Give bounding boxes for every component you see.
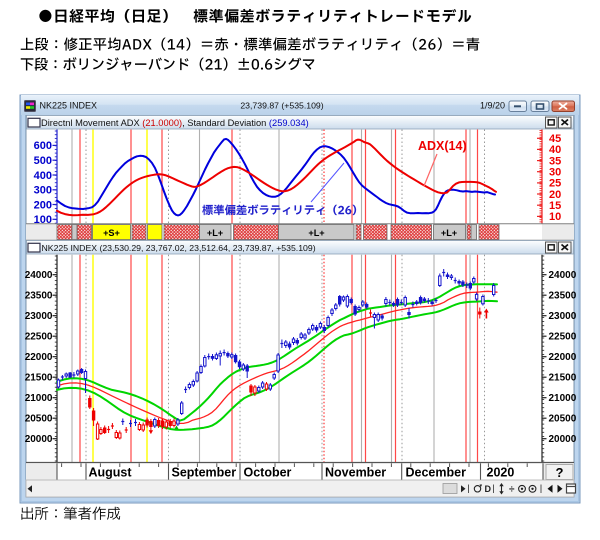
svg-text:22000: 22000 <box>25 352 53 363</box>
svg-text:10: 10 <box>549 211 561 223</box>
svg-text:1/9/20: 1/9/20 <box>480 101 505 111</box>
svg-text:+S+: +S+ <box>103 228 120 238</box>
svg-text:30: 30 <box>549 167 561 179</box>
svg-text:400: 400 <box>34 170 52 182</box>
svg-text:ADX(14): ADX(14) <box>418 139 467 153</box>
svg-text:23500: 23500 <box>25 291 53 302</box>
svg-text:23000: 23000 <box>549 311 577 322</box>
svg-text:40: 40 <box>549 144 561 156</box>
svg-text:20500: 20500 <box>25 414 53 425</box>
svg-text:600: 600 <box>34 140 52 152</box>
svg-text:20000: 20000 <box>549 434 577 445</box>
svg-text:December: December <box>406 466 467 480</box>
svg-text:NK225 INDEX: NK225 INDEX <box>40 101 98 111</box>
svg-text:24000: 24000 <box>549 270 577 281</box>
svg-text:500: 500 <box>34 155 52 167</box>
svg-text:100: 100 <box>34 214 52 226</box>
svg-text:+L+: +L+ <box>207 228 223 238</box>
svg-text:August: August <box>89 466 133 480</box>
svg-text:23500: 23500 <box>549 291 577 302</box>
svg-text:D: D <box>485 484 492 494</box>
svg-text:October: October <box>244 466 292 480</box>
svg-text:22500: 22500 <box>25 332 53 343</box>
svg-text:21500: 21500 <box>549 373 577 384</box>
svg-text:+L+: +L+ <box>441 228 457 238</box>
svg-text:÷: ÷ <box>509 484 515 495</box>
svg-text:2020: 2020 <box>487 466 515 480</box>
svg-text:+L+: +L+ <box>308 228 324 238</box>
svg-text:20: 20 <box>549 189 561 201</box>
svg-text:15: 15 <box>549 200 561 212</box>
svg-text:20500: 20500 <box>549 414 577 425</box>
svg-text:200: 200 <box>34 199 52 211</box>
svg-text:21000: 21000 <box>549 393 577 404</box>
svg-text:22500: 22500 <box>549 332 577 343</box>
svg-text:35: 35 <box>549 155 561 167</box>
svg-text:24000: 24000 <box>25 270 53 281</box>
svg-text:20000: 20000 <box>25 434 53 445</box>
svg-text:November: November <box>325 466 386 480</box>
svg-text:25: 25 <box>549 178 561 190</box>
svg-text:45: 45 <box>549 133 561 145</box>
svg-text:23000: 23000 <box>25 311 53 322</box>
svg-text:NK225 INDEX (23,530.29, 23,767: NK225 INDEX (23,530.29, 23,767.02, 23,51… <box>42 243 316 253</box>
svg-text:23,739.87 (+535.109): 23,739.87 (+535.109) <box>240 101 323 111</box>
svg-text:Directnl Movement ADX (21.0000: Directnl Movement ADX (21.0000), Standar… <box>41 118 309 128</box>
svg-text:300: 300 <box>34 185 52 197</box>
svg-text:September: September <box>172 466 237 480</box>
svg-text:21500: 21500 <box>25 373 53 384</box>
svg-text:21000: 21000 <box>25 393 53 404</box>
svg-text:?: ? <box>556 465 564 480</box>
svg-text:22000: 22000 <box>549 352 577 363</box>
